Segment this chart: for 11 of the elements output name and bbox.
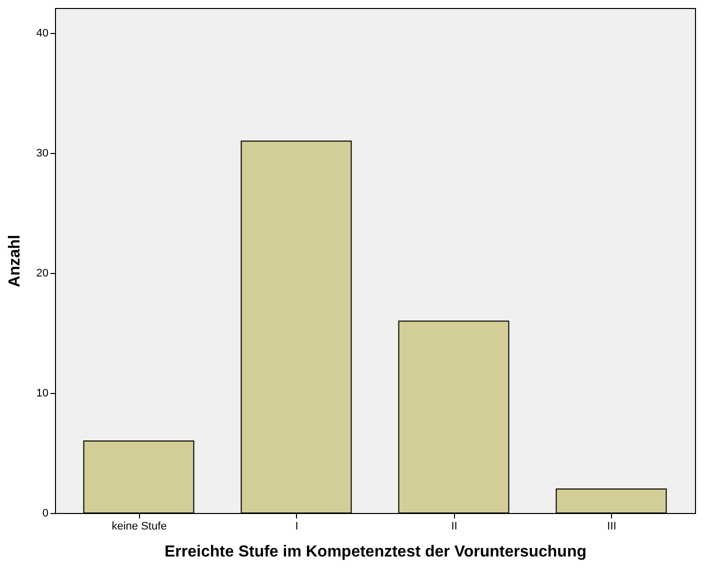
x-tick-label: I [295,520,298,532]
y-tick-label: 10 [36,388,48,400]
y-tick-label: 30 [36,148,48,160]
x-tick-label: II [451,520,458,532]
y-tick-label: 40 [36,28,48,40]
y-axis-title: Anzahl [6,234,24,288]
x-tick-label: keine Stufe [112,520,167,532]
x-axis-title: Erreichte Stufe im Kompetenztest der Voruntersuchung [164,544,586,560]
x-tick-label: III [607,520,616,532]
y-tick-label: 20 [36,268,48,280]
y-tick-label: 0 [42,508,48,520]
